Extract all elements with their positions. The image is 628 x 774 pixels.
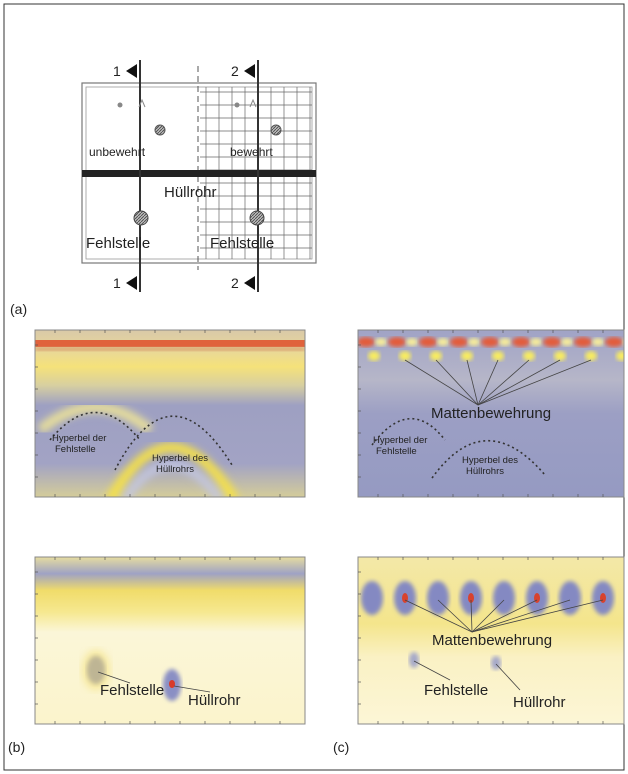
reflection	[585, 351, 597, 361]
reflection	[437, 338, 449, 346]
reflection	[600, 593, 606, 603]
schematic: 1 2 1 2 unbewehrt bewehrt Hüllrohr Fehls…	[82, 60, 316, 292]
reflection	[368, 351, 380, 361]
reflection	[499, 338, 511, 346]
annotation: Fehlstelle	[424, 682, 488, 699]
reflection	[512, 337, 530, 347]
defect	[250, 211, 264, 225]
annotation: Fehlstelle	[55, 444, 96, 455]
reflection	[430, 351, 442, 361]
annotation: Hüllrohr	[513, 694, 566, 711]
reflection	[419, 337, 437, 347]
defect-label: Fehlstelle	[210, 235, 274, 252]
reflection	[450, 337, 468, 347]
small-void	[235, 103, 240, 108]
panel-label: (c)	[333, 739, 349, 755]
reflection	[406, 338, 418, 346]
pipe-label: Hüllrohr	[164, 184, 217, 201]
section-arrow	[126, 276, 137, 290]
defect	[134, 211, 148, 225]
section-arrow	[244, 64, 255, 78]
reflection	[375, 338, 387, 346]
reflection	[402, 593, 408, 603]
annotation: Hyperbel des	[462, 455, 518, 466]
section-label: 2	[231, 63, 239, 79]
reflection	[493, 581, 515, 615]
small-void	[118, 103, 123, 108]
section-arrow	[126, 64, 137, 78]
reflection	[605, 337, 623, 347]
zone-label: bewehrt	[230, 145, 273, 159]
reflection	[574, 337, 592, 347]
panel-label: (b)	[8, 739, 25, 755]
reflection	[481, 337, 499, 347]
reflection	[468, 338, 480, 346]
annotation: Hüllrohrs	[156, 464, 194, 475]
section-label: 2	[231, 275, 239, 291]
annotation: Hyperbel des	[152, 453, 208, 464]
reflection	[388, 337, 406, 347]
reflection	[530, 338, 542, 346]
reflection	[492, 351, 504, 361]
reflection	[523, 351, 535, 361]
section-label: 1	[113, 63, 121, 79]
void	[155, 125, 165, 135]
reflection	[561, 338, 573, 346]
panel-label: (a)	[10, 301, 27, 317]
reflection	[554, 351, 566, 361]
annotation: Fehlstelle	[376, 446, 417, 457]
reflection	[427, 581, 449, 615]
reflection	[534, 593, 540, 603]
reflection	[357, 337, 375, 347]
annotation: Mattenbewehrung	[431, 405, 551, 422]
reflection	[361, 581, 383, 615]
annotation: Hüllrohrs	[466, 466, 504, 477]
reflection	[543, 337, 561, 347]
void	[271, 125, 281, 135]
annotation: Hyperbel der	[52, 433, 106, 444]
defect-label: Fehlstelle	[86, 235, 150, 252]
annotation: Hyperbel der	[373, 435, 427, 446]
section-label: 1	[113, 275, 121, 291]
annotation: Fehlstelle	[100, 682, 164, 699]
reflection	[616, 351, 628, 361]
section-arrow	[244, 276, 255, 290]
figure: 1 2 1 2 unbewehrt bewehrt Hüllrohr Fehls…	[0, 0, 628, 774]
radargram	[35, 557, 305, 724]
reflection	[399, 351, 411, 361]
zone-label: unbewehrt	[89, 145, 146, 159]
annotation: Hüllrohr	[188, 692, 241, 709]
reflection	[592, 338, 604, 346]
pipe	[82, 170, 316, 177]
reflection	[461, 351, 473, 361]
annotation: Mattenbewehrung	[432, 632, 552, 649]
